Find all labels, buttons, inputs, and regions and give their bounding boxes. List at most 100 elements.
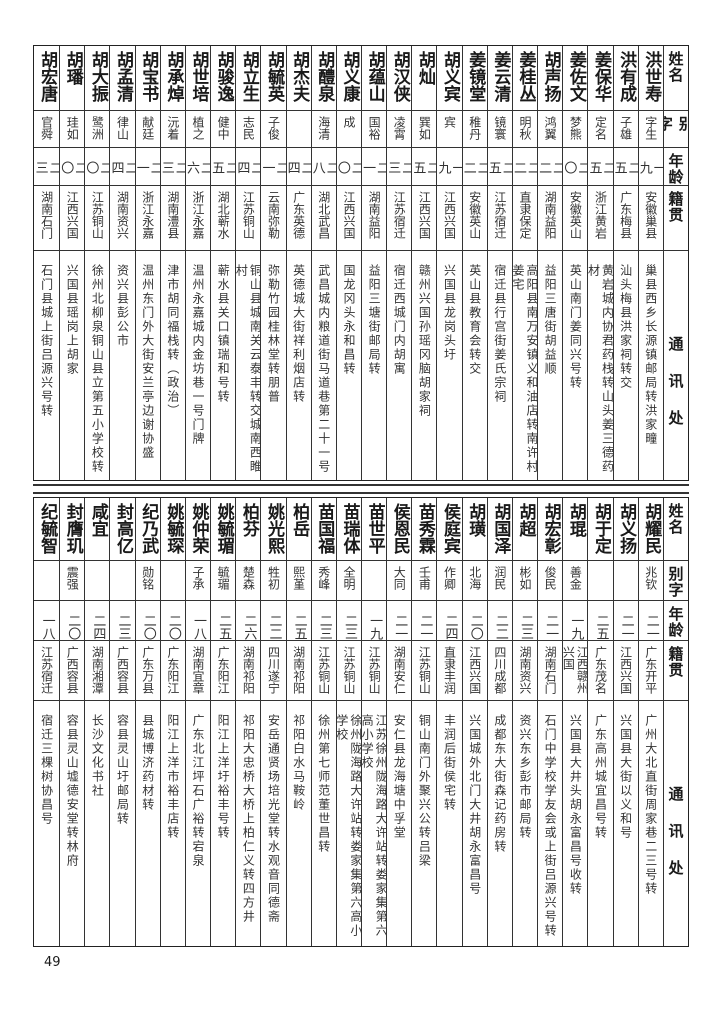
cell-alias: 鹭洲: [84, 111, 110, 148]
cell-origin: 浙江永嘉: [134, 186, 160, 251]
cell-origin: 江苏铜山: [361, 641, 387, 701]
cell-age: 二一: [537, 601, 563, 641]
cell-name: 胡宏彰: [537, 498, 563, 561]
cell-name: 胡义康: [335, 46, 361, 111]
cell-name: 封膺玑: [59, 498, 85, 561]
person-age: 二五: [411, 161, 437, 174]
person-alias: 巽如: [417, 116, 432, 140]
cell-age: 二一: [411, 601, 437, 641]
header-label-origin: 籍贯: [666, 646, 685, 678]
cell-name: 纪毓智: [34, 498, 60, 561]
cell-name: 咸宜: [84, 498, 110, 561]
cell-alias: 毓瑂: [210, 561, 236, 601]
person-age: 二三: [518, 614, 534, 640]
person-address: 祁阳白水马鞍岭: [291, 714, 306, 812]
person-age: 二二: [492, 614, 508, 640]
cell-alias: [285, 111, 311, 148]
person-alias: 鹭洲: [90, 116, 105, 140]
person-origin: 江苏宿迁: [39, 646, 54, 694]
cell-origin: 湖南安仁: [386, 641, 412, 701]
cell-name: 姚毓琛: [159, 498, 185, 561]
person-address: 阳江上洋市裕丰店转: [165, 714, 180, 840]
person-address: 石门县城上街吕源兴号转: [39, 264, 54, 418]
person-alias: 子俊: [266, 116, 281, 140]
person-origin: 江西兴国: [341, 191, 356, 239]
cell-name: 胡璠: [59, 46, 85, 111]
person-address: 兴国城外北门大井胡永富昌号: [467, 714, 482, 896]
person-alias: 健中: [216, 116, 231, 140]
person-origin: 湖南资兴: [518, 646, 533, 694]
person-age: 二二: [461, 161, 487, 174]
person-origin: 湖南资兴: [115, 191, 130, 239]
cell-origin: 江西兴国: [59, 186, 85, 251]
cell-address: 蕲水县关口镇瑞和号转: [210, 251, 235, 480]
person-address: 兴国县龙岗头圩: [442, 264, 457, 362]
cell-alias: 子俊: [260, 111, 286, 148]
cell-age: 二三: [511, 601, 538, 641]
person-address: 徐州第七师范董世昌转: [316, 714, 331, 854]
cell-alias: 健中: [210, 111, 236, 148]
cell-origin: 广东英德: [285, 186, 311, 251]
cell-address: 宿迁县行宫街姜氏宗祠: [486, 251, 512, 480]
person-name: 胡蕴山: [364, 51, 385, 102]
person-age: 二三: [34, 161, 60, 174]
cell-origin: 江苏铜山: [235, 186, 261, 251]
cell-origin: 广西容县: [59, 641, 85, 701]
cell-name: 纪乃武: [134, 498, 160, 561]
person-name: 胡声扬: [540, 51, 561, 102]
header-cell-alias: 别字: [662, 561, 688, 601]
cell-alias: 秀峰: [310, 561, 336, 601]
cell-address: 阳江上洋圩裕丰号转: [210, 701, 235, 946]
cell-age: 一九: [436, 148, 462, 186]
person-name: 胡承焯: [163, 51, 184, 102]
cell-name: 胡灿: [411, 46, 437, 111]
person-name: 侯恩民: [389, 503, 410, 554]
cell-name: 侯庭宾: [436, 498, 462, 561]
cell-age: 二五: [486, 148, 512, 186]
cell-address: 英德城大街祥利烟店转: [285, 251, 311, 480]
person-age: 二六: [184, 161, 211, 174]
person-name: 胡于定: [590, 503, 611, 554]
cell-origin: 广东阳江: [159, 641, 185, 701]
person-name: 胡义宾: [440, 51, 461, 102]
person-address: 资兴县彭公市: [115, 264, 130, 348]
person-address: 高阳县南万安镇义和油店转南许村姜宅: [511, 264, 538, 474]
cell-address: 武昌城内粮道街马道巷第二十一号: [310, 251, 336, 480]
person-age: 一九: [637, 161, 663, 174]
cell-origin: 江西兴国: [612, 641, 638, 701]
cell-alias: 律山: [109, 111, 135, 148]
cell-age: 二五: [612, 148, 638, 186]
person-alias: 兆钦: [643, 566, 658, 590]
cell-address: 祁阳白水马鞍岭: [285, 701, 311, 946]
person-origin: 江苏铜山: [341, 646, 356, 694]
person-age: 二〇: [59, 161, 85, 174]
cell-origin: 湖南祁阳: [285, 641, 311, 701]
roster-table-top: 姓名 洪世寿 洪有成 姜保华 姜佐文 胡声扬 姜桂丛 姜云清 姜镜堂 胡义宾 胡灿 胡汉侠 胡蕴山 胡义康…: [33, 45, 689, 481]
person-address: 徐州陇海路大许站转娄家集第六高小学校: [335, 714, 361, 938]
header-cell-name: 姓名: [662, 46, 688, 111]
cell-address: 广东北江坪石广裕转宕泉: [184, 701, 210, 946]
cell-name: 胡义扬: [612, 498, 638, 561]
cell-alias: [612, 561, 638, 601]
cell-name: 苗秀霖: [411, 498, 437, 561]
cell-origin: 湖南石门: [537, 641, 563, 701]
person-name: 胡琨: [565, 503, 586, 537]
cell-age: 二五: [587, 601, 613, 641]
person-alias: 子承: [191, 566, 206, 590]
person-age: 二二: [511, 161, 538, 174]
person-alias: 明秋: [518, 116, 533, 140]
person-origin: 湖南祁阳: [291, 646, 306, 694]
cell-age: 二三: [34, 148, 60, 186]
cell-name: 胡大振: [84, 46, 110, 111]
cell-alias: 成: [335, 111, 361, 148]
person-address: 兴国县大街以义和号: [618, 714, 633, 840]
cell-origin: 江西赣州兴国: [562, 641, 588, 701]
cell-name: 柏岳: [285, 498, 311, 561]
person-age: 二三: [159, 161, 185, 174]
cell-address: 温州永嘉城内金坊巷一号门牌: [184, 251, 210, 480]
person-age: 二一: [392, 614, 408, 640]
person-age: 二五: [486, 161, 512, 174]
person-address: 温州永嘉城内金坊巷一号门牌: [191, 264, 206, 446]
cell-age: 二六: [235, 601, 261, 641]
cell-alias: 全明: [335, 561, 361, 601]
